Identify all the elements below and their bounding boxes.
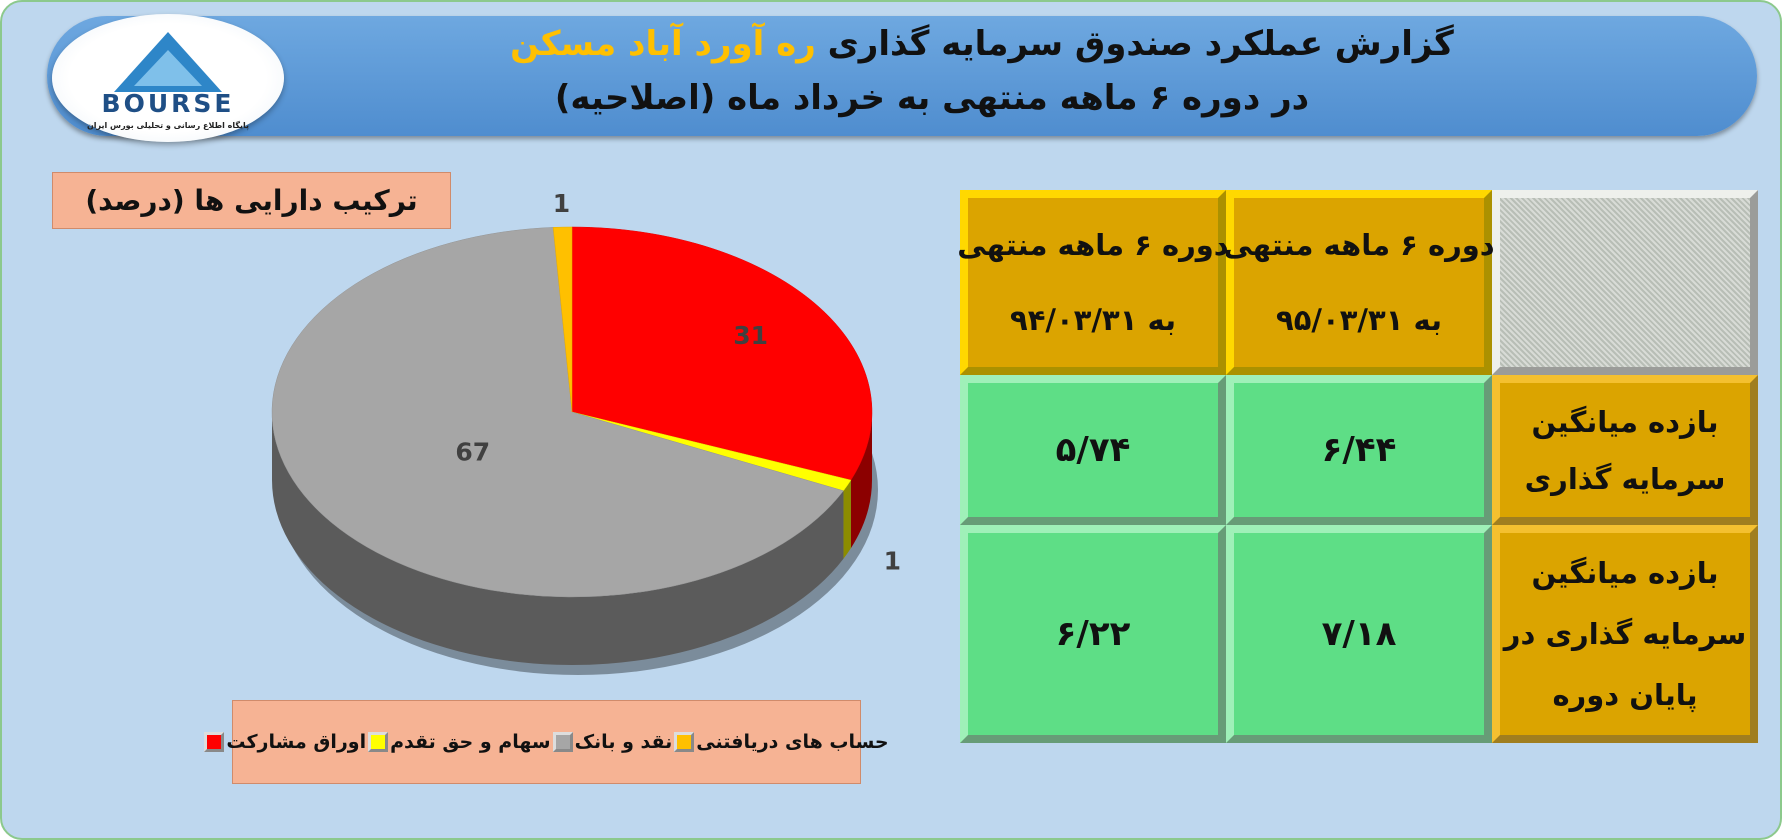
column-header: دوره ۶ ماهه منتهی به ۹۵/۰۳/۳۱ xyxy=(1223,190,1495,375)
table-value: ۶/۴۴ xyxy=(1226,375,1492,525)
table-corner xyxy=(1492,190,1758,375)
legend-item: سهام و حق تقدم xyxy=(368,731,551,753)
pie-side xyxy=(843,480,851,559)
title-text: گزارش عملکرد صندوق سرمایه گذاری xyxy=(827,24,1454,64)
table: دوره ۶ ماهه منتهی به ۹۵/۰۳/۳۱ دوره ۶ ماهه … xyxy=(957,190,1758,743)
header-line: دوره ۶ ماهه منتهی xyxy=(1223,228,1495,263)
table-value: ۷/۱۸ xyxy=(1226,525,1492,743)
legend-label: سهام و حق تقدم xyxy=(390,731,551,753)
legend-item: اوراق مشارکت xyxy=(204,731,366,753)
legend-swatch xyxy=(368,732,389,752)
legend-label: اوراق مشارکت xyxy=(226,731,367,753)
data-label: 1 xyxy=(553,189,570,218)
legend: اوراق مشارکت سهام و حق تقدم نقد و بانک حساب… xyxy=(204,700,889,784)
title: گزارش عملکرد صندوق سرمایه گذاری ره آورد … xyxy=(382,24,1582,64)
table-value: ۵/۷۴ xyxy=(960,375,1226,525)
header-line: به ۹۵/۰۳/۳۱ xyxy=(1276,302,1442,337)
logo-name: BOURSE xyxy=(102,89,235,118)
label-line: بازده میانگین xyxy=(1531,556,1719,591)
label-line: سرمایه گذاری xyxy=(1524,461,1726,496)
legend-label: حساب های دریافتنی xyxy=(696,731,889,753)
data-label: 31 xyxy=(733,321,768,350)
logo: BOURSE پایگاه اطلاع رسانی و تحلیلی بورس … xyxy=(52,14,284,142)
legend-label: نقد و بانک xyxy=(574,731,673,753)
subtitle: در دوره ۶ ماهه منتهی به خرداد ماه (اصلاح… xyxy=(554,78,1310,118)
logo-tagline: پایگاه اطلاع رسانی و تحلیلی بورس ایران xyxy=(87,120,249,131)
table-value: ۶/۲۲ xyxy=(960,525,1226,743)
data-label: 1 xyxy=(884,546,901,575)
label-line: بازده میانگین xyxy=(1531,404,1719,439)
row-label: بازده میانگین سرمایه گذاری xyxy=(1492,375,1758,525)
title-highlight: ره آورد آباد مسکن xyxy=(510,24,816,64)
pie-slice xyxy=(271,227,844,598)
logo-graphic: BOURSE پایگاه اطلاع رسانی و تحلیلی بورس … xyxy=(87,32,249,131)
pie-side xyxy=(850,412,872,549)
legend-swatch xyxy=(674,732,695,752)
header-line: دوره ۶ ماهه منتهی xyxy=(957,228,1229,263)
legend-item: حساب های دریافتنی xyxy=(674,731,889,753)
row-label: بازده میانگین سرمایه گذاری در پایان دوره xyxy=(1492,525,1758,743)
legend-swatch xyxy=(204,732,225,752)
logo-triangle xyxy=(134,50,202,86)
label-line: پایان دوره xyxy=(1552,677,1698,712)
legend-item: نقد و بانک xyxy=(552,731,673,753)
pie-slice xyxy=(571,226,873,481)
pie-side xyxy=(272,412,844,665)
pie-slice xyxy=(552,226,573,413)
legend-swatch xyxy=(552,732,573,752)
column-header: دوره ۶ ماهه منتهی به ۹۴/۰۳/۳۱ xyxy=(957,190,1229,375)
data-label: 67 xyxy=(455,438,490,467)
header-banner xyxy=(47,16,1757,136)
label-line: سرمایه گذاری در xyxy=(1503,616,1747,651)
pie-chart: 31 1 67 1 xyxy=(271,189,901,675)
header-line: به ۹۴/۰۳/۳۱ xyxy=(1010,302,1176,337)
chart-title: ترکیب دارایی ها (درصد) xyxy=(52,172,451,229)
